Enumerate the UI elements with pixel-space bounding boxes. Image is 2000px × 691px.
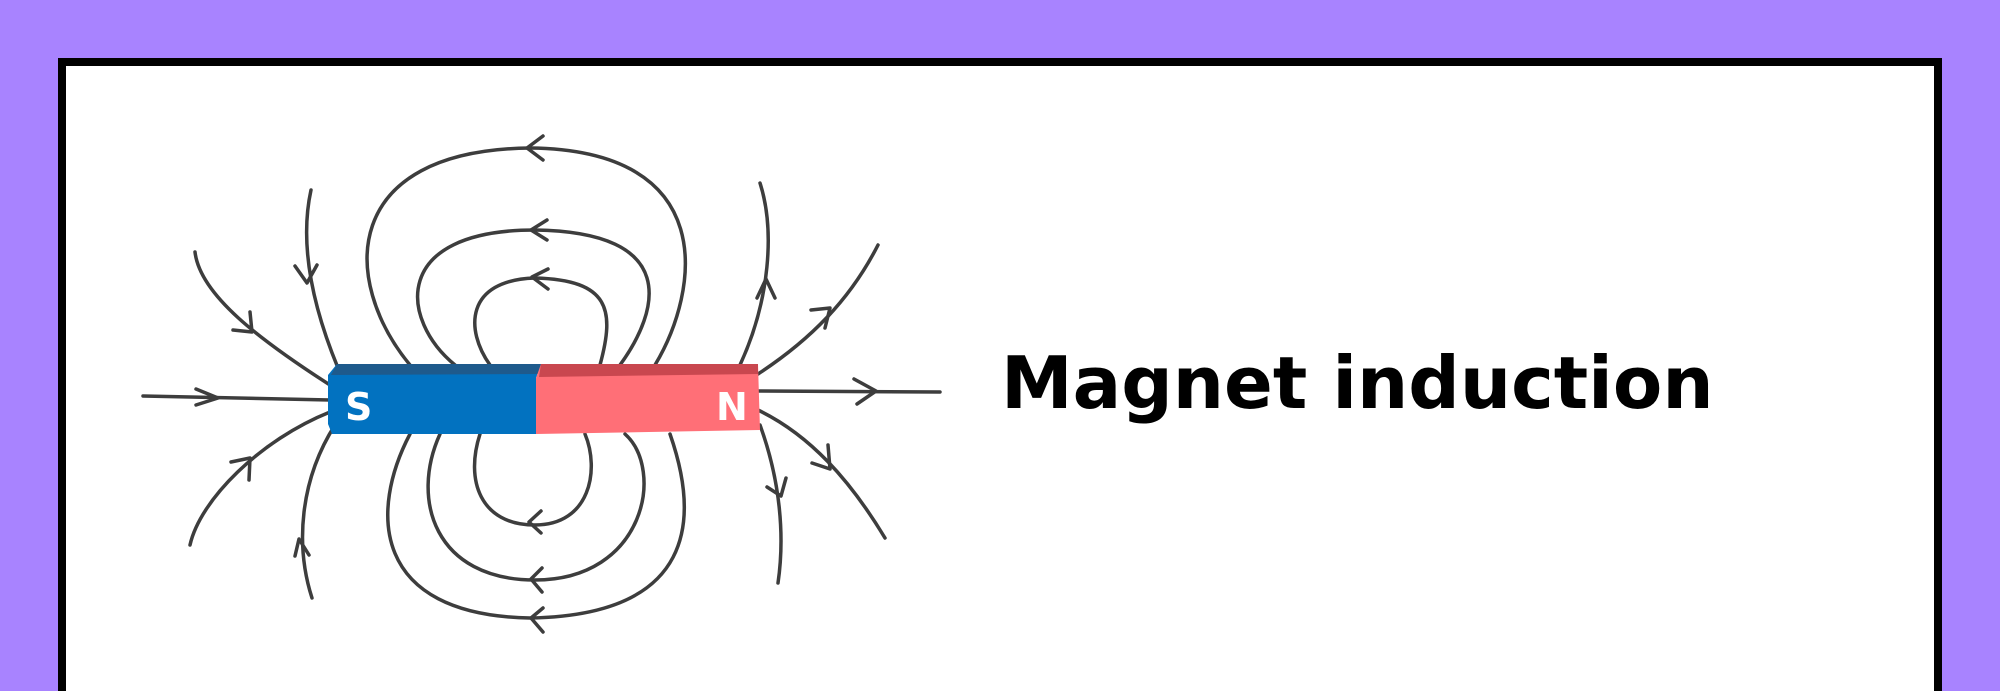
field-line-outer-top bbox=[365, 146, 688, 367]
north-pole-label: N bbox=[716, 385, 748, 429]
field-line-left-bottom bbox=[300, 423, 337, 600]
arrow-right-bottom bbox=[765, 476, 788, 498]
arrow-middle-top bbox=[529, 218, 549, 242]
magnet-north-half bbox=[536, 364, 760, 434]
arrow-middle-bottom bbox=[529, 566, 544, 594]
field-line-left-upper bbox=[193, 250, 332, 387]
field-line-middle-top bbox=[415, 228, 651, 367]
arrow-right-lower bbox=[810, 443, 832, 471]
magnet-south-top-edge bbox=[331, 364, 541, 375]
magnet-south-half bbox=[328, 364, 541, 434]
arrow-right-upper bbox=[809, 306, 832, 330]
arrow-inner-bottom bbox=[527, 509, 543, 535]
field-lines bbox=[141, 146, 942, 620]
field-line-left-top bbox=[304, 188, 340, 370]
field-line-right-bottom bbox=[758, 423, 783, 585]
arrow-inner-top bbox=[530, 267, 550, 291]
arrow-outer-bottom bbox=[529, 606, 545, 634]
bar-magnet: S N bbox=[328, 364, 760, 434]
field-line-right-top bbox=[738, 181, 770, 367]
arrow-right-top bbox=[755, 277, 777, 300]
field-line-left-lower bbox=[188, 410, 332, 547]
arrow-left-upper bbox=[231, 310, 254, 334]
field-line-middle-bottom bbox=[426, 432, 646, 582]
field-line-left-horizontal bbox=[141, 394, 332, 402]
arrow-right-horizontal bbox=[852, 377, 878, 406]
arrow-left-top bbox=[293, 263, 319, 285]
field-arrows bbox=[194, 134, 878, 634]
field-line-right-horizontal bbox=[756, 389, 942, 394]
field-line-inner-top bbox=[473, 276, 609, 367]
page-title: Magnet induction bbox=[1001, 341, 1714, 425]
arrow-left-horizontal bbox=[194, 387, 220, 407]
field-line-right-lower bbox=[756, 408, 887, 540]
south-pole-label: S bbox=[345, 385, 372, 429]
arrow-left-bottom bbox=[293, 537, 311, 558]
magnet-north-top-edge bbox=[539, 364, 758, 377]
arrow-outer-top bbox=[525, 134, 545, 162]
arrow-left-lower bbox=[229, 456, 252, 482]
field-line-inner-bottom bbox=[472, 432, 593, 527]
